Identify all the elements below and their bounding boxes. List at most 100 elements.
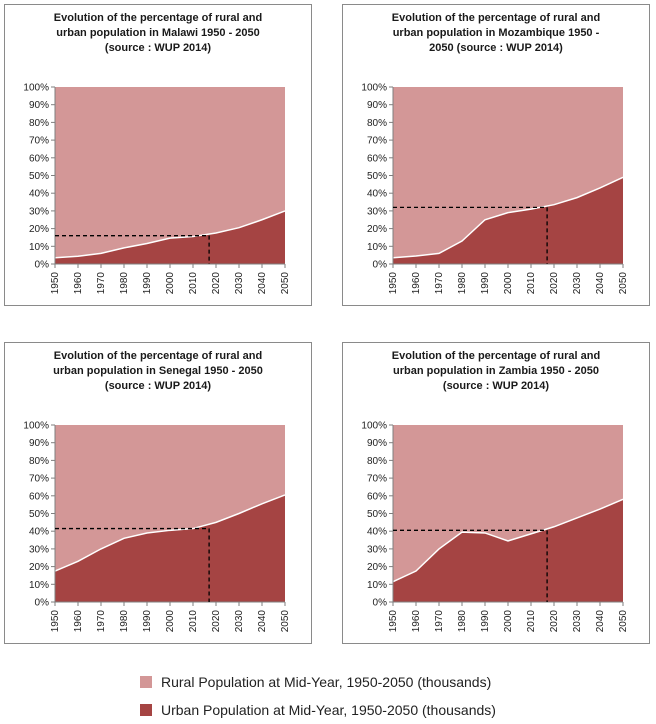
y-tick-label: 30%: [367, 544, 387, 555]
chart-title: Evolution of the percentage of rural and…: [5, 349, 311, 394]
title-line-3: (source : WUP 2014): [104, 42, 212, 54]
legend-label-rural: Rural Population at Mid-Year, 1950-2050 …: [161, 674, 492, 690]
legend-swatch-urban: [140, 704, 152, 716]
y-tick-label: 50%: [29, 509, 49, 520]
y-tick-label: 20%: [29, 224, 49, 235]
chart-plot: 0% 10% 20% 30% 40% 50% 60% 70% 80% 90% 100% 1950 196…: [361, 83, 629, 295]
x-tick-label: 1990: [142, 610, 153, 633]
chart-panel-senegal: Evolution of the percentage of rural and…: [4, 342, 312, 644]
chart-panel-malawi: Evolution of the percentage of rural and…: [4, 4, 312, 306]
x-tick-label: 2040: [595, 610, 606, 633]
x-tick-label: 2030: [234, 272, 245, 295]
x-tick-label: 1970: [434, 610, 445, 633]
y-tick-label: 30%: [29, 544, 49, 555]
chart-title: Evolution of the percentage of rural and…: [5, 11, 311, 56]
chart-title: Evolution of the percentage of rural and…: [343, 11, 649, 56]
y-tick-label: 10%: [29, 580, 49, 591]
y-tick-label: 80%: [29, 118, 49, 129]
x-tick-label: 2000: [165, 610, 176, 633]
title-line-3: 2050 (source : WUP 2014): [429, 42, 563, 54]
chart-plot: 0% 10% 20% 30% 40% 50% 60% 70% 80% 90% 100% 1950 196…: [361, 421, 629, 633]
x-tick-label: 2050: [280, 610, 291, 633]
y-tick-label: 20%: [29, 562, 49, 573]
title-line-3: (source : WUP 2014): [104, 380, 212, 392]
y-tick-label: 90%: [367, 100, 387, 111]
chart-plot: 0% 10% 20% 30% 40% 50% 60% 70% 80% 90% 100% 1950 196…: [23, 421, 291, 633]
y-tick-label: 40%: [29, 189, 49, 200]
x-tick-label: 2050: [618, 272, 629, 295]
x-tick-label: 2040: [257, 610, 268, 633]
x-tick-label: 1980: [457, 610, 468, 633]
title-line-3: (source : WUP 2014): [442, 380, 550, 392]
x-tick-label: 1970: [96, 610, 107, 633]
x-tick-label: 1960: [73, 272, 84, 295]
y-tick-label: 80%: [29, 456, 49, 467]
x-tick-label: 1950: [50, 610, 61, 633]
chart-panel-zambia: Evolution of the percentage of rural and…: [342, 342, 650, 644]
x-tick-label: 1970: [96, 272, 107, 295]
y-tick-label: 0%: [35, 598, 50, 609]
chart-plot: 0% 10% 20% 30% 40% 50% 60% 70% 80% 90% 100% 1950 196…: [23, 83, 291, 295]
x-tick-label: 2020: [549, 272, 560, 295]
y-tick-label: 60%: [367, 153, 387, 164]
y-tick-label: 60%: [367, 491, 387, 502]
title-line-2: urban population in Mozambique 1950 -: [392, 27, 600, 39]
series-boundary-line: [54, 494, 286, 572]
y-tick-label: 40%: [367, 527, 387, 538]
legend-item-rural: Rural Population at Mid-Year, 1950-2050 …: [140, 668, 496, 696]
x-tick-label: 1990: [142, 272, 153, 295]
y-tick-label: 70%: [367, 136, 387, 147]
y-tick-label: 20%: [367, 224, 387, 235]
legend-label-urban: Urban Population at Mid-Year, 1950-2050 …: [161, 702, 496, 718]
series-boundary-line: [392, 498, 624, 583]
rural-area: [55, 425, 285, 572]
y-tick-label: 50%: [367, 171, 387, 182]
series-boundary-line: [392, 176, 624, 259]
title-line-1: Evolution of the percentage of rural and: [53, 350, 263, 362]
y-tick-label: 0%: [373, 598, 388, 609]
y-tick-label: 100%: [361, 421, 387, 432]
x-tick-label: 2020: [211, 610, 222, 633]
chart-title: Evolution of the percentage of rural and…: [343, 349, 649, 394]
x-tick-label: 1960: [411, 610, 422, 633]
y-tick-label: 10%: [29, 242, 49, 253]
x-tick-label: 1980: [119, 272, 130, 295]
y-tick-label: 60%: [29, 153, 49, 164]
x-tick-label: 2000: [503, 272, 514, 295]
y-tick-label: 30%: [29, 206, 49, 217]
x-tick-label: 1950: [50, 272, 61, 295]
x-tick-label: 1960: [411, 272, 422, 295]
rural-area: [55, 87, 285, 258]
y-tick-label: 70%: [29, 136, 49, 147]
y-tick-label: 20%: [367, 562, 387, 573]
series-boundary-line: [54, 210, 286, 259]
y-tick-label: 90%: [367, 438, 387, 449]
y-tick-label: 50%: [29, 171, 49, 182]
y-tick-label: 70%: [29, 474, 49, 485]
y-tick-label: 40%: [29, 527, 49, 538]
x-tick-label: 1980: [119, 610, 130, 633]
chart-panel-mozambique: Evolution of the percentage of rural and…: [342, 4, 650, 306]
title-line-1: Evolution of the percentage of rural and: [391, 12, 601, 24]
y-tick-label: 90%: [29, 438, 49, 449]
x-tick-label: 2030: [572, 272, 583, 295]
title-line-1: Evolution of the percentage of rural and: [53, 12, 263, 24]
y-tick-label: 60%: [29, 491, 49, 502]
y-tick-label: 0%: [373, 260, 388, 271]
x-tick-label: 2050: [280, 272, 291, 295]
x-tick-label: 2020: [211, 272, 222, 295]
x-tick-label: 1990: [480, 610, 491, 633]
x-tick-label: 1950: [388, 272, 399, 295]
title-line-2: urban population in Malawi 1950 - 2050: [56, 27, 260, 39]
rural-area: [393, 87, 623, 258]
x-tick-label: 2020: [549, 610, 560, 633]
legend-swatch-rural: [140, 676, 152, 688]
x-tick-label: 2030: [234, 610, 245, 633]
y-tick-label: 100%: [23, 421, 49, 432]
x-tick-label: 1990: [480, 272, 491, 295]
urban-area: [393, 499, 623, 602]
x-tick-label: 2040: [257, 272, 268, 295]
y-tick-label: 30%: [367, 206, 387, 217]
title-line-2: urban population in Zambia 1950 - 2050: [393, 365, 599, 377]
y-tick-label: 90%: [29, 100, 49, 111]
